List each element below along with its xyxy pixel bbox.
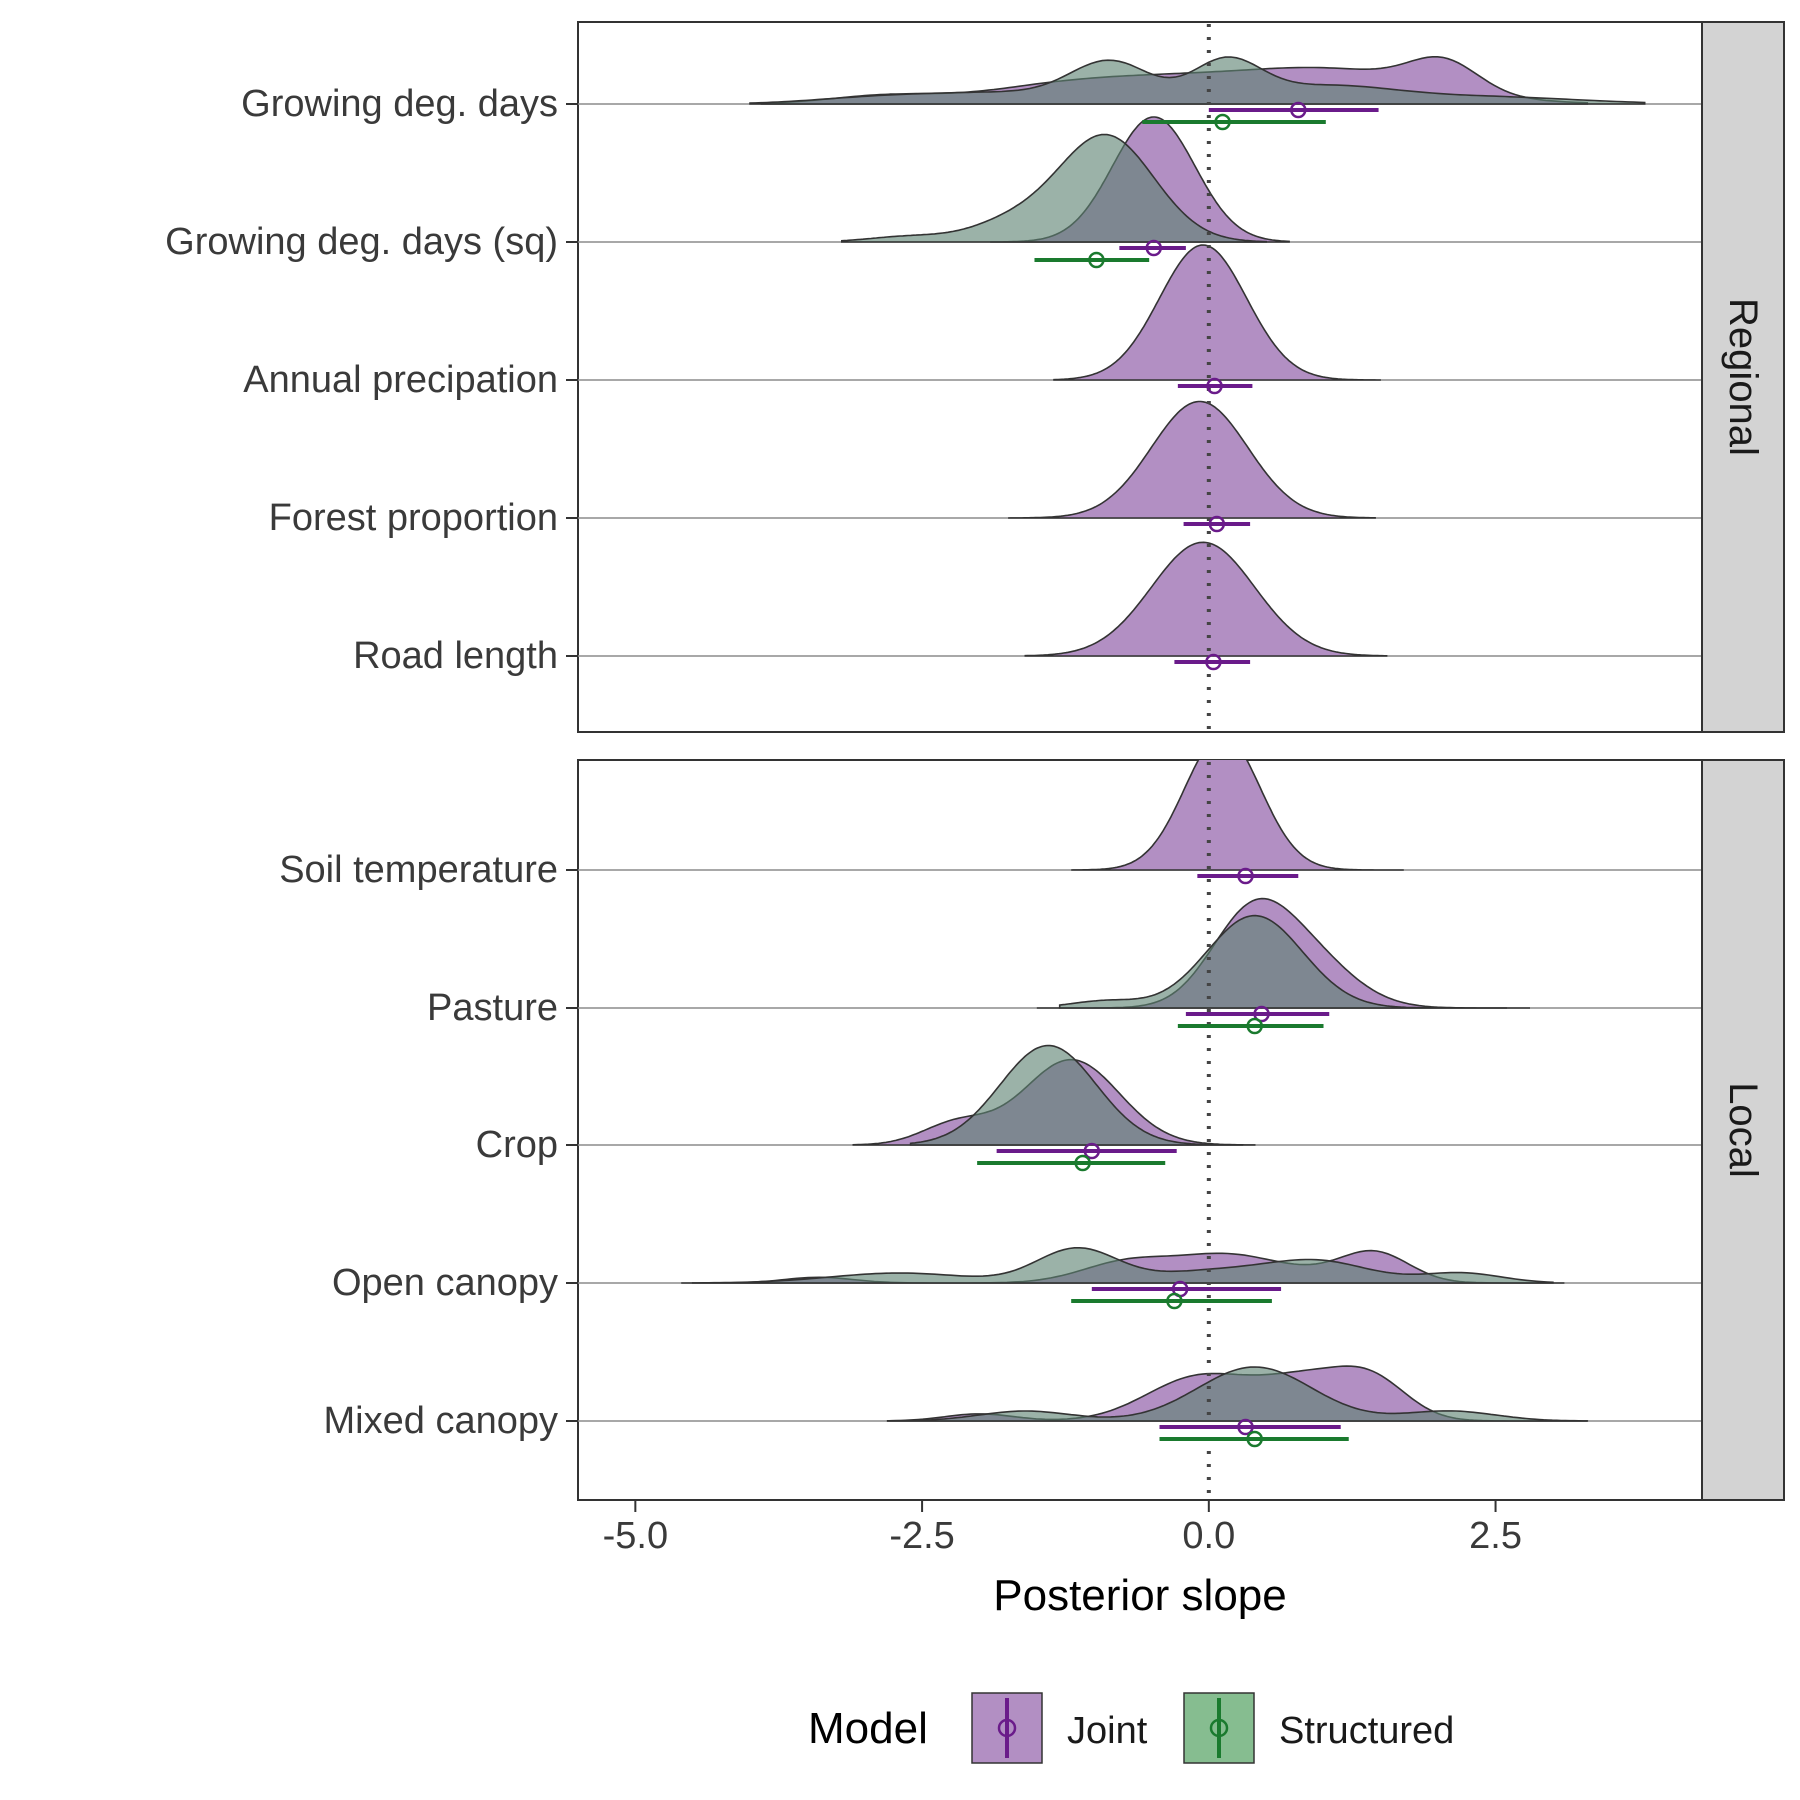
panel-local-intervals	[977, 867, 1349, 1448]
y-tick-label-mixed-canopy: Mixed canopy	[324, 1400, 558, 1442]
mean-point-growing-deg-days-joint	[1290, 101, 1307, 119]
mean-point-annual-precipation-joint	[1206, 377, 1223, 395]
panel-regional-densities	[749, 56, 1646, 657]
mean-point-crop-structured	[1074, 1154, 1091, 1172]
panel-regional-intervals	[1034, 101, 1379, 671]
density-forest-proportion-joint	[1008, 400, 1376, 519]
mean-point-pasture-structured	[1246, 1017, 1263, 1035]
strip-regional	[1701, 21, 1785, 733]
x-tick-label-2: 0.0	[1182, 1515, 1235, 1557]
y-tick-label-road-length: Road length	[353, 635, 558, 677]
mean-point-growing-deg-days-sq-structured	[1088, 251, 1105, 269]
legend-label-structured: Structured	[1279, 1710, 1454, 1752]
mean-point-forest-proportion-joint	[1208, 515, 1226, 533]
mean-point-growing-deg-days-structured	[1214, 113, 1231, 131]
legend-title: Model	[808, 1704, 928, 1753]
density-open-canopy-structured	[691, 1247, 1554, 1284]
mean-point-mixed-canopy-structured	[1246, 1430, 1263, 1448]
x-axis-title: Posterior slope	[993, 1571, 1286, 1620]
mean-point-growing-deg-days-sq-joint	[1145, 239, 1163, 257]
x-tick-label-3: 2.5	[1469, 1515, 1522, 1557]
y-tick-label-annual-precipation: Annual precipation	[243, 359, 558, 401]
density-pasture-structured	[1058, 914, 1507, 1009]
panel-local-densities	[681, 760, 1589, 1422]
strip-local	[1701, 759, 1785, 1501]
density-growing-deg-days-structured	[749, 56, 1646, 105]
x-axis: -5.0 -2.5 0.0 2.5	[603, 1500, 1522, 1557]
density-mixed-canopy-structured	[886, 1366, 1589, 1422]
y-tick-label-growing-deg-days: Growing deg. days	[241, 83, 558, 125]
y-tick-label-soil-temperature: Soil temperature	[279, 849, 558, 891]
panel-local-ylabels: Soil temperature Pasture Crop Open canopy Mi…	[279, 849, 578, 1442]
mean-point-crop-joint	[1083, 1142, 1101, 1160]
strip-local-label: Local	[1721, 1082, 1765, 1178]
legend: Model Joint Structured	[808, 1692, 1454, 1764]
mean-point-road-length-joint	[1205, 653, 1222, 671]
x-tick-label-0: -5.0	[603, 1515, 668, 1557]
mean-point-mixed-canopy-joint	[1237, 1418, 1254, 1436]
strip-regional-label: Regional	[1721, 298, 1765, 456]
y-tick-label-pasture: Pasture	[427, 987, 558, 1029]
panel-local: Soil temperature Pasture Crop Open canopy Mi…	[279, 759, 1785, 1501]
density-soil-temperature-joint	[1071, 760, 1404, 871]
legend-label-joint: Joint	[1067, 1710, 1148, 1752]
legend-key-point-joint	[997, 1718, 1017, 1738]
panel-regional-ylabels: Growing deg. days Growing deg. days (sq) A…	[165, 83, 578, 677]
density-growing-deg-days-sq-structured	[841, 133, 1267, 243]
y-tick-label-open-canopy: Open canopy	[332, 1262, 558, 1304]
density-annual-precipation-joint	[1053, 244, 1381, 381]
mean-point-soil-temperature-joint	[1237, 867, 1254, 885]
y-tick-label-forest-proportion: Forest proportion	[269, 497, 558, 539]
density-crop-structured	[909, 1044, 1244, 1146]
legend-keys: Joint Structured	[971, 1692, 1454, 1764]
y-tick-label-growing-deg-days-sq: Growing deg. days (sq)	[165, 221, 558, 263]
density-road-length-joint	[1024, 541, 1388, 657]
mean-point-pasture-joint	[1253, 1005, 1270, 1023]
legend-key-point-structured	[1209, 1718, 1229, 1738]
x-tick-label-1: -2.5	[889, 1515, 954, 1557]
panel-regional: Growing deg. days Growing deg. days (sq) A…	[165, 21, 1785, 733]
y-tick-label-crop: Crop	[476, 1124, 558, 1166]
mean-point-open-canopy-structured	[1166, 1292, 1183, 1310]
